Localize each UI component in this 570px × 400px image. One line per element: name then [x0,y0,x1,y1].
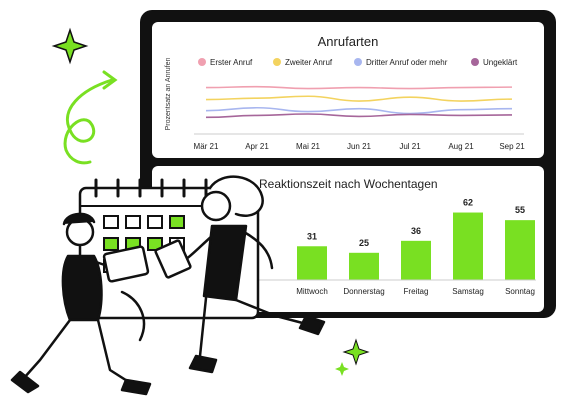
x-tick-label: Jun 21 [347,142,372,151]
call-types-chart: Anrufarten Prozentsatz an Anrufen Erster… [165,34,525,151]
bar-samstag [453,212,483,280]
call-types-title: Anrufarten [318,34,379,49]
bar-sonntag [505,220,535,280]
bar-value-label: 36 [411,226,421,236]
bar-value-label: 25 [359,238,369,248]
legend-label-erster: Erster Anruf [210,58,253,67]
arrow-head-doodle [102,70,118,90]
x-tick-label: Apr 21 [245,142,269,151]
bar-freitag [401,240,431,280]
legend-swatch-erster [198,58,206,66]
response-time-title: Reaktionszeit nach Wochentagen [259,177,438,191]
bar-category-label: Freitag [404,287,429,296]
legend-label-dritter: Dritter Anruf oder mehr [366,58,448,67]
bar-category-label: Samstag [452,287,484,296]
legend-swatch-ungeklaert [471,58,479,66]
x-tick-label: Jul 21 [399,142,421,151]
legend-swatch-zweiter [273,58,281,66]
legend-label-ungeklaert: Ungeklärt [483,58,518,67]
bar-donnerstag [349,252,379,280]
line-series-0 [205,85,513,90]
x-tick-label: Aug 21 [448,142,474,151]
call-types-ylabel: Prozentsatz an Anrufen [165,58,172,131]
legend: Erster Anruf Zweiter Anruf Dritter Anruf… [198,58,518,67]
squiggle-doodle [63,78,114,165]
person-right-illustration [154,175,326,374]
bar-value-label: 62 [463,198,473,208]
x-tick-label: Mär 21 [194,142,219,151]
bar-value-label: 55 [515,205,525,215]
x-tick-label: Sep 21 [499,142,525,151]
bar-category-label: Donnerstag [343,287,384,296]
sparkle-icon [51,27,89,65]
line-series-3 [205,113,513,119]
call-types-panel: Anrufarten Prozentsatz an Anrufen Erster… [152,22,544,158]
x-tick-label: Mai 21 [296,142,321,151]
sparkle-small-icon [342,338,370,366]
line-series-2 [205,106,513,115]
bar-category-label: Mittwoch [296,287,328,296]
line-series-1 [205,95,513,102]
person-left-illustration [10,212,152,396]
bar-category-label: Sonntag [505,287,535,296]
bar-mittwoch [297,246,327,280]
response-time-chart: Reaktionszeit nach Wochentagen 31 Mittwoc… [238,177,536,296]
bar-value-label: 31 [307,231,317,241]
legend-swatch-dritter [354,58,362,66]
sparkle-tiny-icon [335,362,349,376]
legend-label-zweiter: Zweiter Anruf [285,58,333,67]
